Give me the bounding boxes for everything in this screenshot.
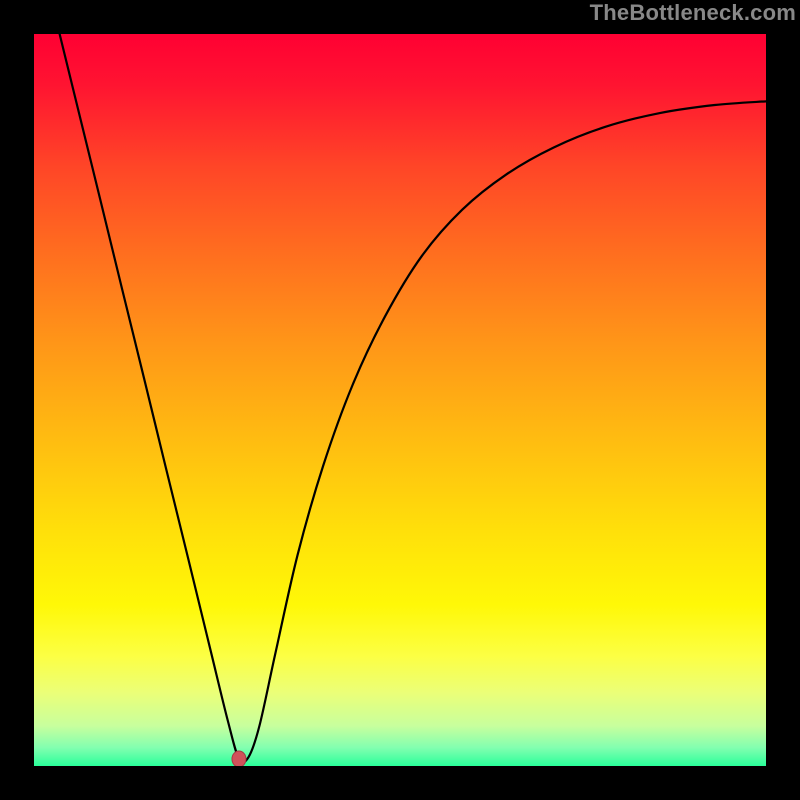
attribution-label: TheBottleneck.com [590, 0, 796, 26]
bottleneck-chart [0, 0, 800, 800]
optimal-point-marker [232, 751, 246, 767]
stage: TheBottleneck.com [0, 0, 800, 800]
gradient-background [34, 34, 766, 766]
